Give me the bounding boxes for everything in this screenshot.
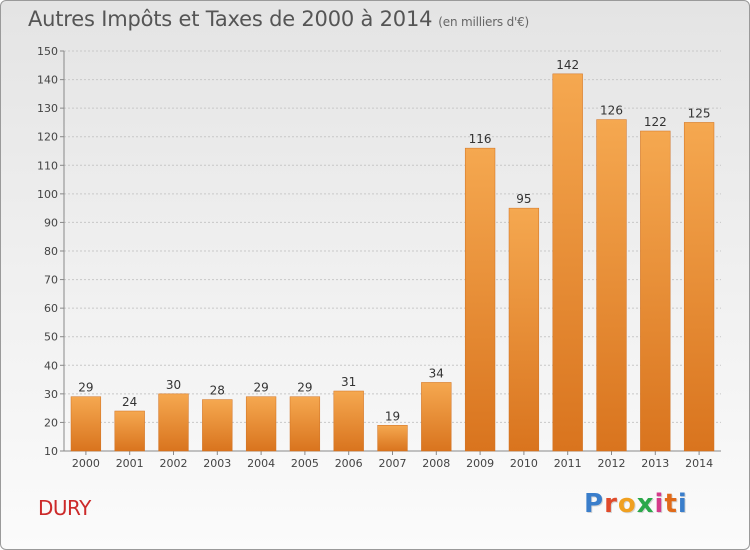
bar-value-label: 34 [429, 366, 444, 380]
x-tick-label: 2001 [116, 457, 144, 470]
logo-letter: P [584, 489, 605, 519]
y-tick-label: 120 [37, 131, 58, 144]
logo-letter: i [677, 489, 688, 519]
x-tick-label: 2002 [160, 457, 188, 470]
y-tick-label: 10 [44, 445, 58, 458]
bar-value-label: 29 [78, 381, 93, 395]
bar-value-label: 19 [385, 409, 400, 423]
y-tick-label: 100 [37, 188, 58, 201]
chart-title-text: Autres Impôts et Taxes de 2000 à 2014 [28, 7, 433, 31]
x-tick-label: 2004 [247, 457, 275, 470]
x-tick-label: 2007 [379, 457, 407, 470]
logo-letter: i [654, 489, 665, 519]
y-tick-label: 40 [44, 359, 58, 372]
bar-value-label: 29 [297, 381, 312, 395]
bar-value-label: 125 [688, 106, 711, 120]
y-tick-label: 80 [44, 245, 58, 258]
bar-value-label: 30 [166, 378, 181, 392]
bar-value-label: 122 [644, 115, 667, 129]
x-tick-label: 2013 [641, 457, 669, 470]
x-tick-label: 2010 [510, 457, 538, 470]
y-tick-label: 70 [44, 274, 58, 287]
bar [114, 410, 145, 452]
y-tick-label: 150 [37, 45, 58, 58]
bar-value-label: 126 [600, 104, 623, 118]
x-tick-label: 2000 [72, 457, 100, 470]
logo-letter: t [664, 489, 678, 519]
bar [464, 147, 496, 452]
bar [289, 396, 321, 452]
bar-value-label: 29 [253, 381, 268, 395]
bar [508, 207, 540, 452]
bar [70, 396, 102, 452]
bar [596, 119, 627, 452]
x-tick-label: 2006 [335, 457, 363, 470]
logo-letter: o [617, 489, 637, 519]
y-tick-label: 20 [44, 416, 58, 429]
x-tick-label: 2011 [554, 457, 582, 470]
x-tick-label: 2005 [291, 457, 319, 470]
bar [421, 382, 452, 452]
town-name: DURY [38, 496, 91, 520]
y-tick-label: 130 [37, 102, 58, 115]
y-tick-label: 60 [44, 302, 58, 315]
bar-value-label: 31 [341, 375, 356, 389]
bar [333, 390, 364, 452]
x-tick-label: 2003 [203, 457, 231, 470]
bar [202, 399, 233, 452]
bar [377, 425, 408, 452]
chart-title: Autres Impôts et Taxes de 2000 à 2014 (en… [28, 7, 529, 31]
bar-value-label: 116 [469, 132, 492, 146]
bar [245, 396, 277, 452]
y-tick-label: 50 [44, 331, 58, 344]
y-tick-label: 90 [44, 216, 58, 229]
bar [683, 122, 715, 452]
bars: 29 24 30 28 29 29 31 19 34 116 95 142 126 122 125 [70, 58, 715, 452]
bar-value-label: 95 [516, 192, 531, 206]
bar-value-label: 142 [556, 58, 579, 72]
y-tick-label: 110 [37, 159, 58, 172]
bar [158, 393, 189, 452]
x-tick-label: 2008 [422, 457, 450, 470]
logo-letter: x [636, 489, 655, 519]
x-tick-label: 2012 [598, 457, 626, 470]
chart-subtitle: (en milliers d'€) [438, 15, 530, 29]
bar-value-label: 24 [122, 395, 137, 409]
y-tick-label: 140 [37, 74, 58, 87]
bar [552, 73, 583, 452]
y-tick-label: 30 [44, 388, 58, 401]
logo-letter: r [604, 489, 618, 519]
bar-value-label: 28 [210, 384, 225, 398]
proxiti-logo: Proxiti [584, 489, 688, 519]
x-tick-label: 2009 [466, 457, 494, 470]
bar [640, 130, 671, 452]
x-tick-label: 2014 [685, 457, 713, 470]
